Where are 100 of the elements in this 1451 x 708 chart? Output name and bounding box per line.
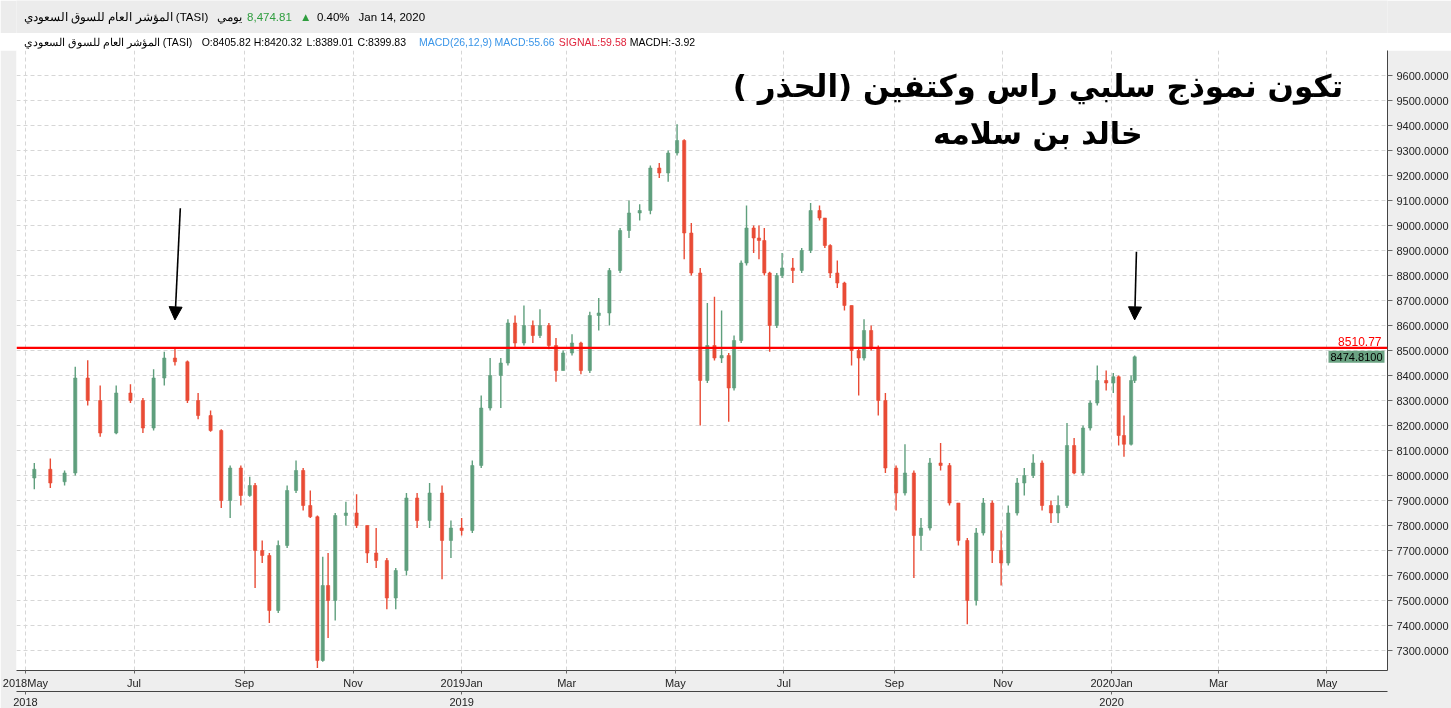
x-tick-label: Jul	[126, 676, 142, 689]
text: L:8389.01	[306, 36, 354, 48]
y-tick-label: 9500.0000	[1396, 94, 1449, 107]
y-tick-label: 7600.0000	[1396, 569, 1449, 582]
text: O:8405.82	[201, 36, 251, 48]
text: MACD(26,12,9)	[419, 36, 492, 48]
candlestick	[712, 296, 717, 362]
y-tick-label: 9200.0000	[1396, 169, 1449, 182]
candlestick	[799, 247, 804, 274]
y-tick-label: 9300.0000	[1396, 144, 1449, 157]
candlestick	[522, 304, 526, 347]
text: 0.40%	[316, 11, 350, 23]
candlestick	[596, 297, 601, 332]
candlestick	[530, 319, 535, 344]
candlestick	[627, 199, 631, 239]
candlestick	[247, 476, 252, 498]
candlestick	[675, 123, 679, 157]
candlestick	[842, 281, 847, 312]
text: خالد بن سلامه	[933, 115, 1143, 151]
candlestick	[196, 392, 201, 420]
y-tick-label: 7500.0000	[1396, 594, 1449, 607]
candlestick	[85, 359, 90, 407]
text: تكون نموذج سلبي راس وكتفين (الحذر )	[732, 67, 1344, 105]
candlestick	[1031, 453, 1036, 479]
text: Jan 14, 2020	[358, 11, 426, 23]
candlestick	[856, 347, 861, 397]
x-tick-label: May	[1316, 676, 1338, 689]
ref-line-label: 8510.77	[1338, 334, 1382, 349]
y-tick-label: 8600.0000	[1396, 319, 1449, 332]
annotation: 8474.8100	[1330, 350, 1383, 363]
x-tick-label: 2018May	[2, 676, 49, 689]
y-tick-label: 8100.0000	[1396, 444, 1449, 457]
x2-tick-label: 2020	[1099, 695, 1124, 708]
y-tick-label: 9000.0000	[1396, 219, 1449, 232]
candlestick	[903, 443, 907, 497]
x-tick-label: 2020Jan	[1090, 676, 1133, 689]
text: يومي	[216, 11, 242, 24]
text: 8,474.81	[247, 11, 292, 23]
y-tick-label: 8000.0000	[1396, 469, 1449, 482]
candlestick	[308, 489, 313, 519]
y-tick-label: 7800.0000	[1396, 519, 1449, 532]
candlestick	[1056, 494, 1061, 524]
candlestick	[326, 552, 330, 639]
y-tick-label: 7700.0000	[1396, 544, 1449, 557]
candlestick	[538, 308, 542, 339]
candlestick	[415, 492, 420, 529]
y-tick-label: 8500.0000	[1396, 344, 1449, 357]
candlestick	[999, 529, 1004, 587]
candlestick	[790, 257, 795, 284]
candlestick	[128, 383, 133, 404]
candlestick	[1022, 467, 1027, 497]
text: H:8420.32	[253, 36, 303, 48]
y-tick-label: 8900.0000	[1396, 244, 1449, 257]
x-tick-label: Nov	[993, 676, 1014, 689]
candlestick	[1095, 364, 1100, 407]
y-tick-label: 8300.0000	[1396, 394, 1449, 407]
candlestick	[354, 493, 359, 529]
candlestick	[719, 309, 724, 364]
text: MACDH:-3.92	[629, 36, 696, 48]
x-tick-label: Mar	[1208, 676, 1229, 689]
candlestick	[666, 149, 671, 183]
y-tick-label: 8800.0000	[1396, 269, 1449, 282]
candlestick	[1049, 499, 1053, 524]
text: ▲	[299, 11, 312, 23]
candlestick	[343, 501, 348, 527]
candlestick	[1104, 369, 1109, 392]
x-tick-label: Sep	[234, 676, 255, 689]
y-tick-label: 7900.0000	[1396, 494, 1449, 507]
text: المؤشر العام للسوق السعودي (TASI)	[24, 36, 193, 49]
candlestick	[513, 314, 517, 349]
candlestick	[48, 457, 53, 489]
candlestick	[208, 409, 213, 433]
y-tick-label: 7400.0000	[1396, 619, 1449, 632]
text: C:8399.83	[357, 36, 407, 48]
candlestick	[561, 349, 566, 372]
candlestick	[919, 517, 923, 552]
candlestick	[260, 539, 265, 564]
candlestick	[498, 357, 503, 409]
text: MACD:55.66	[494, 36, 555, 48]
x-tick-label: Jul	[776, 676, 791, 689]
y-tick-label: 8200.0000	[1396, 419, 1449, 432]
candlestick	[869, 324, 874, 352]
x-tick-label: Nov	[343, 676, 364, 689]
candlestick	[374, 527, 379, 569]
candlestick	[173, 347, 177, 367]
x-tick-label: 2019Jan	[440, 676, 483, 689]
candlestick	[32, 462, 37, 490]
y-tick-label: 9600.0000	[1396, 69, 1449, 82]
candlestick	[835, 259, 840, 289]
text: SIGNAL:59.58	[558, 36, 627, 48]
candlestick	[162, 351, 167, 387]
y-tick-label: 9400.0000	[1396, 119, 1449, 132]
text: المؤشر العام للسوق السعودي (TASI)	[24, 11, 209, 24]
x2-tick-label: 2019	[449, 695, 474, 708]
x-tick-label: May	[664, 676, 687, 689]
y-tick-label: 8400.0000	[1396, 369, 1449, 382]
x-tick-label: Sep	[884, 676, 905, 689]
x2-tick-label: 2018	[13, 695, 38, 708]
y-tick-label: 8700.0000	[1396, 294, 1449, 307]
candlestick	[1111, 372, 1116, 394]
